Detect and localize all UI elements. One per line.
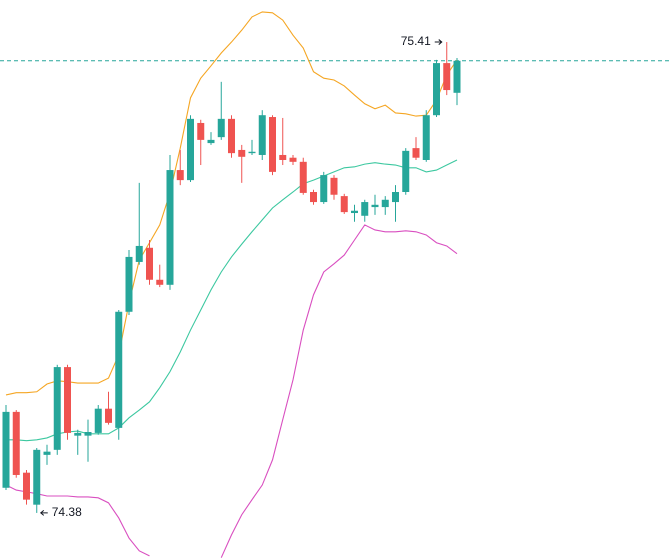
candle-body [269,117,276,172]
band-line [5,11,458,396]
candle-body [228,118,235,154]
candle-body [43,451,51,455]
candle-body [125,256,133,312]
candle-body [310,192,317,203]
candle-body [443,63,451,91]
candle-body [279,154,287,160]
candle-body [258,115,266,155]
high-label: 75.41 [401,34,431,48]
candle-body [340,196,348,213]
candle-body [33,449,41,505]
candle-body [94,408,102,433]
label-layer: 75.41 74.38 [39,34,443,519]
candle-body [207,139,215,144]
low-label: 74.38 [52,505,82,519]
candle-body [105,408,112,423]
candle-body [156,279,164,285]
candle-body [238,149,246,157]
candle-body [12,411,20,475]
candle-body [23,472,30,500]
candle-body [453,60,461,93]
candle-body [299,161,307,193]
candle-body [351,210,358,214]
candle-body [135,245,143,262]
candle-body [2,411,10,488]
candle-body [53,367,61,450]
candle-body [381,199,389,208]
candle-body [64,367,71,433]
candle-body [146,247,153,280]
candle-layer [2,42,461,513]
high-arrow [434,39,443,45]
candle-body [176,170,184,181]
candle-body [74,432,82,436]
candle-body [433,63,440,116]
candle-body [248,151,256,154]
candle-body [289,157,297,162]
candle-body [187,118,194,181]
candle-body [412,148,420,158]
candle-body [361,202,369,216]
band-line [6,159,458,442]
candle-body [84,432,92,436]
candle-body [166,170,174,285]
band-layer [5,11,458,558]
candle-body [320,175,328,203]
candle-body [115,311,123,428]
candle-body [402,150,410,192]
candle-body [330,177,338,195]
candle-body [217,118,225,138]
candle-body [422,115,430,160]
candle-body [197,122,205,140]
candle-body [371,204,379,208]
candle-body [392,192,399,203]
low-arrow [39,510,48,516]
